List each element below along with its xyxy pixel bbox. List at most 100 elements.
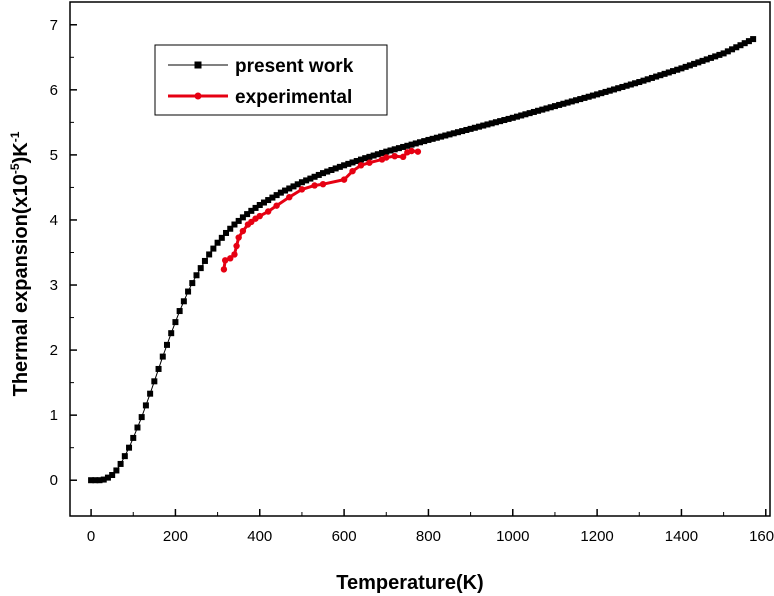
data-point-present-work	[357, 156, 364, 163]
data-point-present-work	[619, 83, 626, 90]
data-point-present-work	[585, 93, 592, 100]
data-point-present-work	[231, 221, 238, 228]
data-point-present-work	[324, 168, 331, 175]
data-point-present-work	[733, 44, 740, 51]
x-tick-label: 0	[87, 528, 95, 545]
data-point-present-work	[142, 402, 149, 409]
data-point-present-work	[391, 146, 398, 153]
data-point-present-work	[737, 42, 744, 49]
data-point-present-work	[168, 330, 175, 337]
data-point-present-work	[298, 179, 305, 186]
data-point-present-work	[412, 140, 419, 147]
data-point-present-work	[505, 115, 512, 122]
y-axis-title: Thermal expansion(x10-5)K-1	[8, 131, 32, 396]
data-point-present-work	[665, 69, 672, 76]
data-point-present-work	[239, 214, 246, 221]
x-tick-label: 1400	[665, 528, 698, 545]
data-point-present-work	[670, 68, 677, 75]
data-point-present-work	[256, 201, 263, 208]
data-point-present-work	[513, 113, 520, 120]
data-point-present-work	[248, 207, 255, 214]
data-point-present-work	[197, 265, 204, 272]
data-point-present-work	[400, 143, 407, 150]
series-layer	[88, 36, 757, 484]
data-point-present-work	[556, 101, 563, 108]
data-point-present-work	[657, 72, 664, 79]
data-point-present-work	[370, 152, 377, 159]
data-point-present-work	[151, 378, 158, 385]
data-point-present-work	[632, 80, 639, 87]
legend-label-present-work: present work	[235, 56, 354, 77]
data-point-present-work	[185, 288, 192, 295]
data-point-present-work	[535, 107, 542, 114]
data-point-present-work	[96, 477, 103, 484]
data-point-present-work	[446, 131, 453, 138]
data-point-experimental	[286, 193, 293, 201]
y-tick-label: 0	[50, 472, 58, 489]
x-tick-label: 800	[416, 528, 441, 545]
data-point-present-work	[522, 111, 529, 118]
data-point-present-work	[345, 160, 352, 167]
data-point-present-work	[273, 192, 280, 199]
data-point-present-work	[560, 100, 567, 107]
data-point-present-work	[648, 74, 655, 81]
data-point-present-work	[163, 341, 170, 348]
series-line-experimental	[222, 149, 419, 270]
data-point-present-work	[104, 474, 111, 481]
data-point-present-work	[471, 124, 478, 131]
data-point-present-work	[573, 97, 580, 104]
data-point-present-work	[454, 129, 461, 136]
data-point-present-work	[252, 204, 259, 211]
data-point-present-work	[589, 92, 596, 99]
data-point-present-work	[138, 414, 145, 421]
data-point-experimental	[235, 234, 242, 241]
data-point-present-work	[260, 199, 267, 206]
y-axis-title-unit-exponent: -1	[8, 131, 22, 142]
x-tick-label: 1000	[496, 528, 529, 545]
x-tick-label: 1200	[580, 528, 613, 545]
data-point-experimental	[383, 154, 390, 161]
data-point-present-work	[551, 103, 558, 110]
data-point-present-work	[691, 60, 698, 67]
data-point-present-work	[201, 257, 208, 264]
x-tick-label: 400	[247, 528, 272, 545]
data-point-present-work	[488, 120, 495, 127]
data-point-present-work	[686, 62, 693, 69]
y-tick-label: 7	[50, 17, 58, 34]
data-point-present-work	[223, 229, 230, 236]
data-point-present-work	[383, 148, 390, 155]
data-point-present-work	[417, 139, 423, 146]
data-point-experimental	[408, 147, 415, 155]
data-point-present-work	[716, 51, 723, 58]
data-point-present-work	[459, 128, 466, 135]
data-point-present-work	[155, 365, 162, 372]
data-point-present-work	[130, 434, 137, 441]
data-point-present-work	[699, 57, 706, 64]
data-point-present-work	[720, 50, 727, 57]
data-point-experimental	[357, 162, 365, 169]
data-point-present-work	[661, 70, 668, 77]
y-tick-label: 6	[50, 82, 58, 99]
data-point-present-work	[564, 99, 571, 106]
data-point-present-work	[159, 353, 166, 360]
data-point-present-work	[180, 298, 187, 305]
data-point-experimental	[391, 153, 398, 160]
y-tick-label: 3	[50, 277, 58, 294]
data-point-present-work	[218, 234, 225, 241]
legend-box	[154, 44, 388, 116]
legend-label-experimental: experimental	[235, 87, 352, 108]
data-point-present-work	[366, 153, 373, 160]
data-point-present-work	[450, 130, 457, 137]
x-tick-label: 600	[332, 528, 357, 545]
data-point-present-work	[598, 90, 605, 97]
y-axis-title-main: Thermal expansion(x10	[10, 174, 32, 396]
data-point-present-work	[176, 308, 183, 315]
data-point-present-work	[543, 105, 550, 112]
data-point-experimental	[273, 202, 280, 209]
data-point-present-work	[311, 173, 318, 180]
y-axis-title-exponent: -5	[8, 163, 22, 174]
data-point-present-work	[467, 125, 474, 132]
data-point-present-work	[745, 38, 752, 45]
